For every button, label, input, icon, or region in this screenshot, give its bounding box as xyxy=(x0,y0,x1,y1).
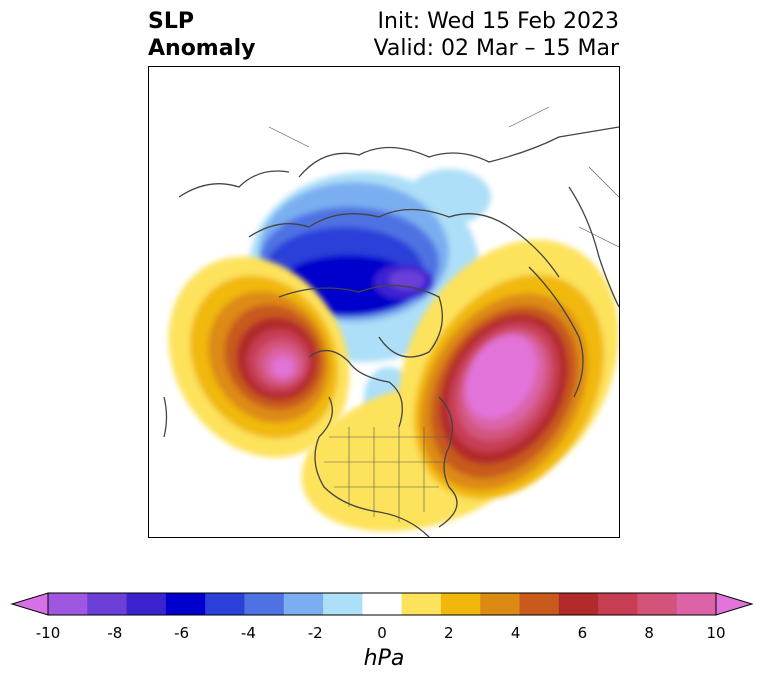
colorbar-tick-label: 0 xyxy=(377,624,387,642)
colorbar-tick-label: -8 xyxy=(107,624,123,642)
map-svg xyxy=(163,106,619,537)
colorbar-bin xyxy=(244,593,285,615)
colorbar-extend-max xyxy=(715,592,754,616)
valid-range: Valid: 02 Mar – 15 Mar xyxy=(373,36,619,61)
colorbar-tick-label: -10 xyxy=(35,624,61,642)
positive-anomaly-north-atlantic xyxy=(301,239,619,532)
colorbar-tick-label: 2 xyxy=(444,624,454,642)
colorbar-bin xyxy=(362,593,403,615)
colorbar-tick-label: -4 xyxy=(240,624,256,642)
colorbar-tick-label: 4 xyxy=(510,624,521,642)
colorbar-bin xyxy=(676,593,717,615)
colorbar-tick-label: 8 xyxy=(644,624,654,642)
map-title: SLP Anomaly xyxy=(148,8,255,62)
colorbar-tick-label: -2 xyxy=(307,624,323,642)
colorbar-outline xyxy=(47,592,717,616)
colorbar-bin xyxy=(519,593,560,615)
colorbar-bin xyxy=(205,593,245,615)
init-date: Init: Wed 15 Feb 2023 xyxy=(377,9,619,34)
colorbar-bin xyxy=(48,593,88,615)
political-boundaries xyxy=(268,106,619,522)
title-variable: SLP xyxy=(148,9,194,34)
colorbar-bin xyxy=(598,593,638,615)
colorbar-bin xyxy=(323,593,363,615)
colorbar-tick-label: 6 xyxy=(577,624,588,642)
colorbar-bin xyxy=(440,593,481,615)
title-field: Anomaly xyxy=(148,36,256,61)
colorbar-bin xyxy=(637,593,678,615)
colorbar-unit-label: hPa xyxy=(363,646,405,671)
colorbar-bin xyxy=(283,593,324,615)
colorbar-bin xyxy=(480,593,521,615)
colorbar-tick-label: 10 xyxy=(706,624,726,642)
map-dates: Init: Wed 15 Feb 2023 Valid: 02 Mar – 15… xyxy=(374,8,619,62)
colorbar-bin xyxy=(165,593,206,615)
anomaly-map xyxy=(148,66,620,538)
colorbar-bin xyxy=(401,593,442,615)
colorbar-bin xyxy=(87,593,128,615)
coastlines xyxy=(163,126,619,537)
colorbar-bin xyxy=(126,593,167,615)
positive-anomaly-north-pacific xyxy=(168,256,350,458)
colorbar-extend-min xyxy=(10,592,49,616)
colorbar-tick-label: -6 xyxy=(174,624,190,642)
colorbar-bin xyxy=(558,593,599,615)
colorbar xyxy=(10,592,754,616)
